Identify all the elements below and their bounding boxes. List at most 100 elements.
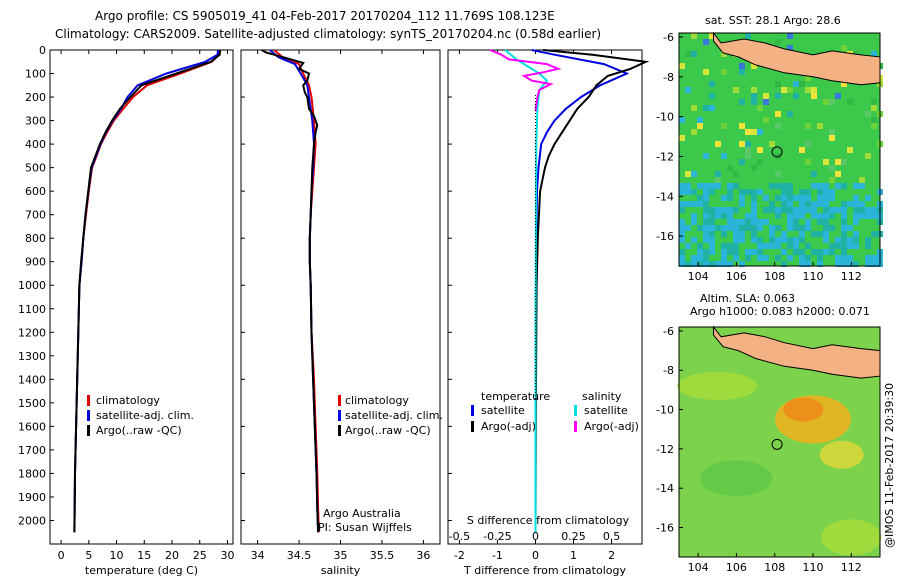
- map-1-pixel: [847, 201, 853, 207]
- map-1-pixel: [847, 225, 853, 231]
- map-1-pixel: [817, 195, 823, 201]
- map-1-pixel: [781, 87, 787, 93]
- panel-1-ytick-label-6: 600: [25, 185, 46, 198]
- map-1-pixel: [823, 213, 829, 219]
- map-1-pixel: [709, 261, 715, 267]
- map-1-pixel: [751, 237, 757, 243]
- map-1-pixel: [775, 225, 781, 231]
- map-1-pixel: [775, 93, 781, 99]
- panel-3-legend-label-2: satellite: [584, 404, 628, 417]
- map-1-pixel: [739, 159, 745, 165]
- map-1-pixel: [691, 129, 697, 135]
- map-1-pixel: [841, 219, 847, 225]
- map-1-pixel: [697, 183, 703, 189]
- map-1-pixel: [805, 243, 811, 249]
- map-1-pixel: [799, 81, 805, 87]
- map-1-pixel: [751, 195, 757, 201]
- map-1-pixel: [727, 213, 733, 219]
- map-1-pixel: [751, 225, 757, 231]
- map-1-pixel: [811, 207, 817, 213]
- map-2-frame: [678, 326, 881, 558]
- map-1-pixel: [703, 105, 709, 111]
- map-1-pixel: [721, 225, 727, 231]
- map-1-pixel: [871, 117, 877, 123]
- map-1-pixel: [847, 261, 853, 267]
- panel-2-frame: [240, 49, 441, 545]
- map-1-pixel: [871, 261, 877, 267]
- map-1-pixel: [697, 261, 703, 267]
- map-1-group: [679, 31, 883, 267]
- map-1-pixel: [811, 231, 817, 237]
- map-1-ytick-label-5: -16: [656, 230, 674, 243]
- map-1-pixel: [763, 93, 769, 99]
- panel-1-ytick-label-8: 800: [25, 232, 46, 245]
- panel-1-ytick-label-2: 200: [25, 91, 46, 104]
- panel-3-xtick-label-1: -1: [492, 549, 503, 562]
- map-1-pixel: [775, 255, 781, 261]
- map-1-pixel: [835, 237, 841, 243]
- map-1-pixel: [823, 249, 829, 255]
- map-1-ytick-label-2: -10: [656, 111, 674, 124]
- map-1-pixel: [715, 261, 721, 267]
- map-1-pixel: [841, 243, 847, 249]
- panel-1-series-2-line: [73, 49, 222, 533]
- map-1-pixel: [865, 243, 871, 249]
- map-1-pixel: [847, 243, 853, 249]
- panel-3-legend-swatch-3: [574, 421, 577, 432]
- map-1-pixel: [685, 87, 691, 93]
- panel-1-ytick-label-10: 1000: [18, 279, 46, 292]
- map-top-title: sat. SST: 28.1 Argo: 28.6: [705, 14, 841, 27]
- map-1-pixel: [859, 201, 865, 207]
- map-2-anomaly-3: [677, 371, 758, 400]
- map-1-pixel: [835, 171, 841, 177]
- map-1-pixel: [703, 219, 709, 225]
- panel-1-legend-label-0: climatology: [96, 394, 160, 407]
- map-1-pixel: [751, 87, 757, 93]
- panel-2-xtick-label-2: 35: [334, 549, 348, 562]
- map-1-ytick-label-4: -14: [656, 190, 674, 203]
- panel-1-ytick-label-19: 1900: [18, 491, 46, 504]
- map-1-pixel: [685, 201, 691, 207]
- panel-3-xtick-label-0: -2: [454, 549, 465, 562]
- map-1-pixel: [685, 261, 691, 267]
- map-1-float-marker: [771, 146, 783, 158]
- map-1-pixel: [727, 189, 733, 195]
- map-1-pixel: [721, 243, 727, 249]
- map-1-pixel: [751, 165, 757, 171]
- map-1-pixel: [769, 231, 775, 237]
- map-1-pixel: [817, 249, 823, 255]
- map-1-pixel: [703, 183, 709, 189]
- map-1-pixel: [793, 207, 799, 213]
- map-1-pixel: [733, 171, 739, 177]
- map-1-pixel: [841, 81, 847, 87]
- map-2-anomaly-5: [700, 460, 773, 497]
- map-1-pixel: [709, 105, 715, 111]
- map-1-pixel: [793, 81, 799, 87]
- map-1-pixel: [709, 249, 715, 255]
- panel-2-legend-label-0: climatology: [345, 394, 409, 407]
- map-1-pixel: [727, 243, 733, 249]
- map-1-pixel: [793, 243, 799, 249]
- map-1-pixel: [775, 153, 781, 159]
- map-1-pixel: [853, 237, 859, 243]
- map-1-pixel: [829, 225, 835, 231]
- map-1-pixel: [727, 249, 733, 255]
- panel-3-xtick-label-3: 1: [570, 549, 577, 562]
- map-1-pixel: [811, 93, 817, 99]
- map-1-pixel: [871, 213, 877, 219]
- map-1-pixel: [781, 207, 787, 213]
- map-1-pixel: [721, 69, 727, 75]
- map-1-pixel: [799, 225, 805, 231]
- map-1-pixel: [769, 201, 775, 207]
- panel-2-xtick-label-0: 34: [251, 549, 265, 562]
- map-1-pixel: [703, 225, 709, 231]
- map-1-pixel: [859, 213, 865, 219]
- map-1-pixel: [799, 255, 805, 261]
- map-1-pixel: [829, 249, 835, 255]
- map-1-pixel: [865, 111, 871, 117]
- pi-text: PI: Susan Wijffels: [318, 521, 412, 534]
- panel-3-legend-label-1: Argo(-adj): [481, 420, 536, 433]
- map-1-pixel: [727, 219, 733, 225]
- map-1-pixel: [739, 261, 745, 267]
- map-1-pixel: [709, 189, 715, 195]
